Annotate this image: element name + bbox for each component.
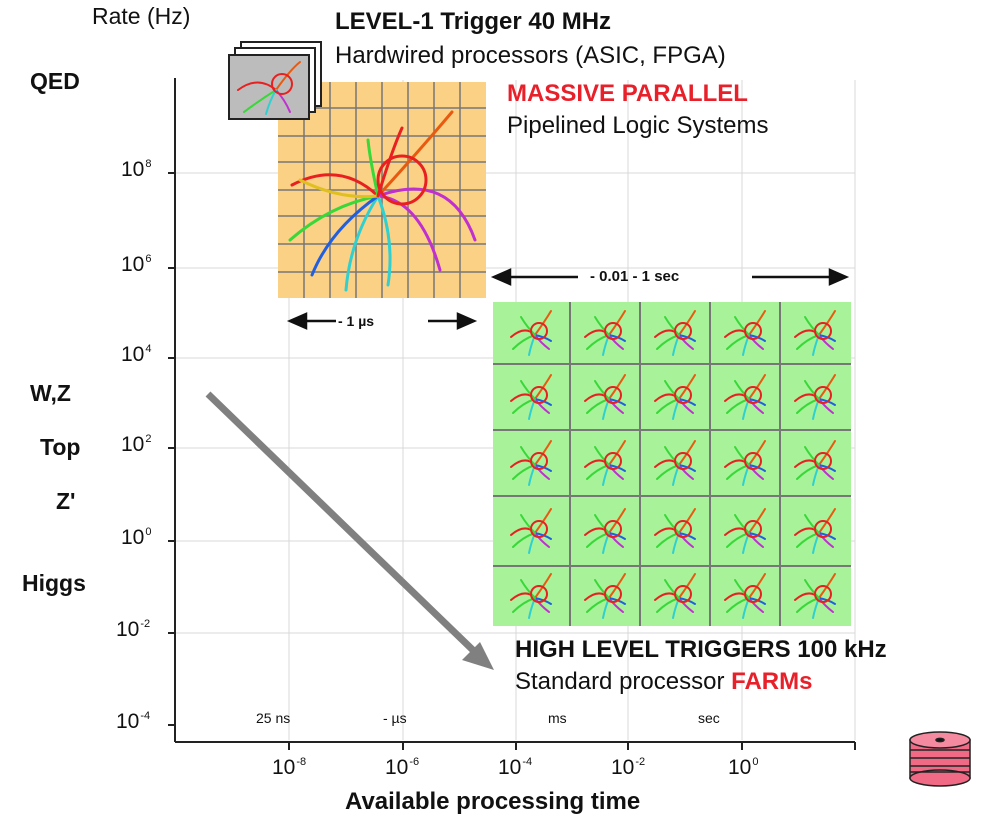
y-tick-label: 10-2 — [116, 618, 150, 642]
physics-label-wz: W,Z — [30, 380, 71, 407]
hlt-title: HIGH LEVEL TRIGGERS 100 kHz — [515, 636, 887, 664]
level1-pipelined: Pipelined Logic Systems — [507, 112, 768, 140]
rate-reduction-arrow — [208, 394, 494, 670]
level1-title: LEVEL-1 Trigger 40 MHz — [335, 8, 611, 36]
y-axis-title: Rate (Hz) — [92, 3, 190, 30]
level1-processors: Hardwired processors (ASIC, FPGA) — [335, 42, 726, 70]
y-tick-label: 106 — [121, 253, 151, 277]
y-tick-label: 100 — [121, 526, 151, 550]
physics-label-qed: QED — [30, 68, 80, 95]
physics-label-top: Top — [40, 434, 80, 461]
x-tick-label: 10-2 — [611, 756, 645, 780]
time-label-sec: sec — [698, 710, 720, 726]
hlt-farms-line: Standard processor FARMs — [515, 668, 812, 696]
x-tick-label: 10-8 — [272, 756, 306, 780]
y-tick-label: 104 — [121, 343, 151, 367]
level1-time-span-arrow — [290, 314, 474, 328]
physics-label-higgs: Higgs — [22, 570, 86, 597]
level1-span-label: - 1 µs — [338, 313, 374, 329]
x-axis-title: Available processing time — [345, 788, 640, 816]
physics-label-zprime: Z' — [56, 488, 76, 515]
time-label-us: - µs — [383, 710, 407, 726]
y-tick-label: 108 — [121, 158, 151, 182]
hlt-span-label: - 0.01 - 1 sec — [590, 268, 679, 285]
x-tick-label: 100 — [728, 756, 758, 780]
x-tick-label: 10-4 — [498, 756, 532, 780]
x-tick-label: 10-6 — [385, 756, 419, 780]
disk-storage-icon — [910, 732, 970, 786]
y-tick-label: 10-4 — [116, 710, 150, 734]
hlt-farm-panel — [493, 302, 851, 626]
time-label-ms: ms — [548, 710, 567, 726]
y-tick-label: 102 — [121, 433, 151, 457]
time-label-25ns: 25 ns — [256, 710, 290, 726]
level1-massive-parallel: MASSIVE PARALLEL — [507, 80, 748, 108]
event-thumbnail-stack — [229, 42, 321, 119]
